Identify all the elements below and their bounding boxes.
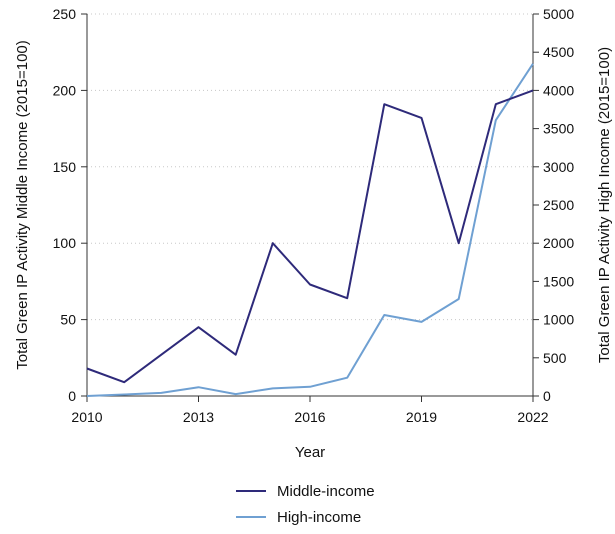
y-left-tick-label: 200: [53, 82, 77, 98]
y-right-tick-label: 1000: [543, 312, 574, 328]
gridlines: [87, 13, 533, 397]
x-tick-label: 2019: [406, 409, 437, 425]
x-tick-label: 2016: [294, 409, 325, 425]
axes: [81, 13, 539, 402]
y-right-tick-label: 3500: [543, 121, 574, 137]
y-left-tick-label: 50: [60, 312, 76, 328]
x-tick-label: 2022: [517, 409, 548, 425]
y-right-tick-label: 4000: [543, 82, 574, 98]
middle-income-line: [86, 89, 534, 384]
y-axis-left-label: Total Green IP Activity Middle Income (2…: [14, 40, 31, 369]
high-income-line: [86, 63, 534, 397]
y-right-tick-label: 2000: [543, 235, 574, 251]
legend-label: Middle-income: [277, 483, 375, 500]
y-left-tick-label: 250: [53, 6, 77, 22]
y-right-tick-label: 0: [543, 388, 551, 404]
y-left-tick-label: 100: [53, 235, 77, 251]
y-left-tick-label: 150: [53, 159, 77, 175]
legend: Middle-income High-income: [236, 483, 375, 526]
tick-labels: 0501001502002500500100015002000250030003…: [53, 6, 575, 425]
y-right-tick-label: 500: [543, 350, 567, 366]
y-right-tick-label: 5000: [543, 6, 574, 22]
x-axis-label: Year: [295, 444, 325, 461]
series-lines: [86, 63, 534, 397]
y-right-tick-label: 4500: [543, 44, 574, 60]
y-right-tick-label: 1500: [543, 273, 574, 289]
legend-label: High-income: [277, 509, 361, 526]
y-axis-right-label: Total Green IP Activity High Income (201…: [596, 47, 613, 363]
x-tick-label: 2010: [71, 409, 102, 425]
x-tick-label: 2013: [183, 409, 214, 425]
y-left-tick-label: 0: [68, 388, 76, 404]
y-right-tick-label: 3000: [543, 159, 574, 175]
y-right-tick-label: 2500: [543, 197, 574, 213]
